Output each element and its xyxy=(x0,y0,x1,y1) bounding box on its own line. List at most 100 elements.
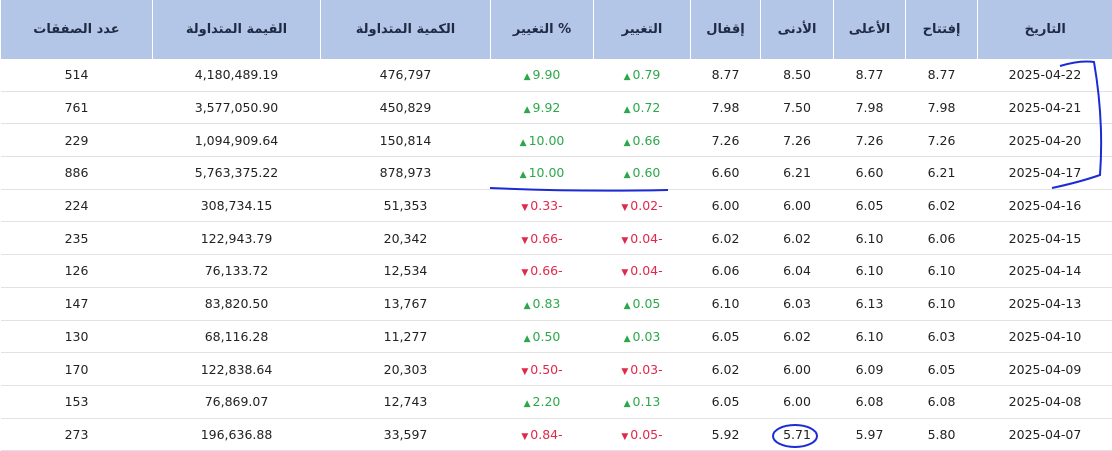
table-cell: 170 xyxy=(0,352,153,386)
down-arrow: ▼ xyxy=(521,203,529,214)
table-cell: 8.77 xyxy=(905,59,978,92)
change-cell: ▼ 0.04- xyxy=(593,221,691,256)
table-cell: 76,869.07 xyxy=(152,385,321,419)
up-arrow: ▲ xyxy=(523,105,531,116)
change-value: 0.83 xyxy=(532,296,561,312)
table-cell: 6.60 xyxy=(690,156,761,190)
table-cell: 6.05 xyxy=(833,189,906,223)
table-cell: 196,636.88 xyxy=(152,418,321,451)
change-value: 10.00 xyxy=(528,132,565,148)
change-value: 0.72 xyxy=(632,100,661,116)
table-cell: 76,133.72 xyxy=(152,254,321,288)
table-cell: 33,597 xyxy=(320,418,491,451)
change-cell: ▲ 0.03 xyxy=(593,320,691,354)
change-cell: ▲ 9.90 xyxy=(490,59,594,92)
table-cell: 4,180,489.19 xyxy=(152,59,321,92)
change-cell: ▲ 0.60 xyxy=(593,156,691,190)
table-cell: 6.10 xyxy=(833,254,906,288)
table-cell: 7.50 xyxy=(760,91,834,125)
table-cell: 308,734.15 xyxy=(152,189,321,223)
table-row: 2025-04-08 6.08 6.08 6.00 6.05 ▲ 0.13 ▲ 2.20 12,7… xyxy=(0,385,1112,419)
table-cell: 6.10 xyxy=(905,287,978,321)
change-cell: ▲ 9.92 xyxy=(490,91,594,125)
table-row: 2025-04-17 6.21 6.60 6.21 6.60 ▲ 0.60 ▲ 10.00 878… xyxy=(0,156,1112,190)
column-header: القيمة المتداولة xyxy=(152,0,321,59)
table-cell: 6.08 xyxy=(833,385,906,419)
table-cell: 153 xyxy=(0,385,153,419)
table-cell: 2025-04-09 xyxy=(977,352,1112,386)
up-arrow: ▲ xyxy=(519,137,527,148)
table-cell: 761 xyxy=(0,91,153,125)
change-cell: ▼ 0.04- xyxy=(593,254,691,288)
table-cell: 6.05 xyxy=(690,320,761,354)
table-cell: 6.05 xyxy=(905,352,978,386)
table-cell: 2025-04-21 xyxy=(977,91,1112,125)
table-cell: 476,797 xyxy=(320,59,491,92)
change-value: 0.84- xyxy=(530,426,563,442)
table-cell: 12,743 xyxy=(320,385,491,419)
table-cell: 6.13 xyxy=(833,287,906,321)
change-cell: ▲ 0.72 xyxy=(593,91,691,125)
down-arrow: ▼ xyxy=(621,268,629,279)
table-cell: 6.03 xyxy=(760,287,834,321)
table-cell: 6.60 xyxy=(833,156,906,190)
table-cell: 2025-04-14 xyxy=(977,254,1112,288)
up-arrow: ▲ xyxy=(523,301,531,312)
table-cell: 6.03 xyxy=(905,320,978,354)
up-arrow: ▲ xyxy=(623,72,631,83)
table-cell: 6.10 xyxy=(905,254,978,288)
table-cell: 130 xyxy=(0,320,153,354)
change-value: 10.00 xyxy=(528,165,565,181)
change-value: 0.66- xyxy=(530,230,563,246)
table-cell: 235 xyxy=(0,221,153,256)
column-header: % التغيير xyxy=(490,0,594,59)
table-cell: 6.02 xyxy=(690,221,761,256)
change-value: 0.66 xyxy=(632,132,661,148)
down-arrow: ▼ xyxy=(521,235,529,246)
table-cell: 20,342 xyxy=(320,221,491,256)
down-arrow: ▼ xyxy=(621,235,629,246)
up-arrow: ▲ xyxy=(523,399,531,410)
table-cell: 6.00 xyxy=(760,385,834,419)
table-cell: 3,577,050.90 xyxy=(152,91,321,125)
table-cell: 83,820.50 xyxy=(152,287,321,321)
table-cell: 6.10 xyxy=(690,287,761,321)
table-cell: 8.77 xyxy=(833,59,906,92)
column-header: التاريخ xyxy=(977,0,1112,59)
up-arrow: ▲ xyxy=(623,105,631,116)
change-value: 9.90 xyxy=(532,67,561,83)
table-row: 2025-04-09 6.05 6.09 6.00 6.02 ▼ 0.03- ▼ 0.50- 20… xyxy=(0,352,1112,386)
change-value: 0.04- xyxy=(630,263,663,279)
header-row: التاريخ إفتتاح الأعلى الأدنى إقفال التغيير% ا… xyxy=(0,0,1112,59)
change-cell: ▲ 0.66 xyxy=(593,123,691,158)
table-row: 2025-04-16 6.02 6.05 6.00 6.00 ▼ 0.02- ▼ 0.33- 51… xyxy=(0,189,1112,223)
change-cell: ▲ 0.79 xyxy=(593,59,691,92)
table-cell: 2025-04-17 xyxy=(977,156,1112,190)
table-cell: 7.98 xyxy=(905,91,978,125)
table-row: 2025-04-14 6.10 6.10 6.04 6.06 ▼ 0.04- ▼ 0.66- 12… xyxy=(0,254,1112,288)
down-arrow: ▼ xyxy=(521,366,529,377)
table-cell: 886 xyxy=(0,156,153,190)
table-cell: 150,814 xyxy=(320,123,491,158)
column-header: عدد الصفقات xyxy=(0,0,153,59)
table-cell: 7.26 xyxy=(690,123,761,158)
table-cell: 126 xyxy=(0,254,153,288)
change-value: 0.50 xyxy=(532,328,561,344)
table-cell: 8.50 xyxy=(760,59,834,92)
table-cell: 51,353 xyxy=(320,189,491,223)
up-arrow: ▲ xyxy=(623,137,631,148)
change-cell: ▼ 0.66- xyxy=(490,254,594,288)
table-cell: 2025-04-07 xyxy=(977,418,1112,451)
table-cell: 6.02 xyxy=(690,352,761,386)
table-cell: 224 xyxy=(0,189,153,223)
table-cell: 2025-04-10 xyxy=(977,320,1112,354)
down-arrow: ▼ xyxy=(521,431,529,442)
change-value: 0.03- xyxy=(630,361,663,377)
column-header: الأعلى xyxy=(833,0,906,59)
table-cell: 2025-04-13 xyxy=(977,287,1112,321)
table-row: 2025-04-15 6.06 6.10 6.02 6.02 ▼ 0.04- ▼ 0.66- 20… xyxy=(0,221,1112,256)
up-arrow: ▲ xyxy=(623,301,631,312)
table-cell: 6.00 xyxy=(760,352,834,386)
table-cell: 122,943.79 xyxy=(152,221,321,256)
change-value: 0.79 xyxy=(632,67,661,83)
